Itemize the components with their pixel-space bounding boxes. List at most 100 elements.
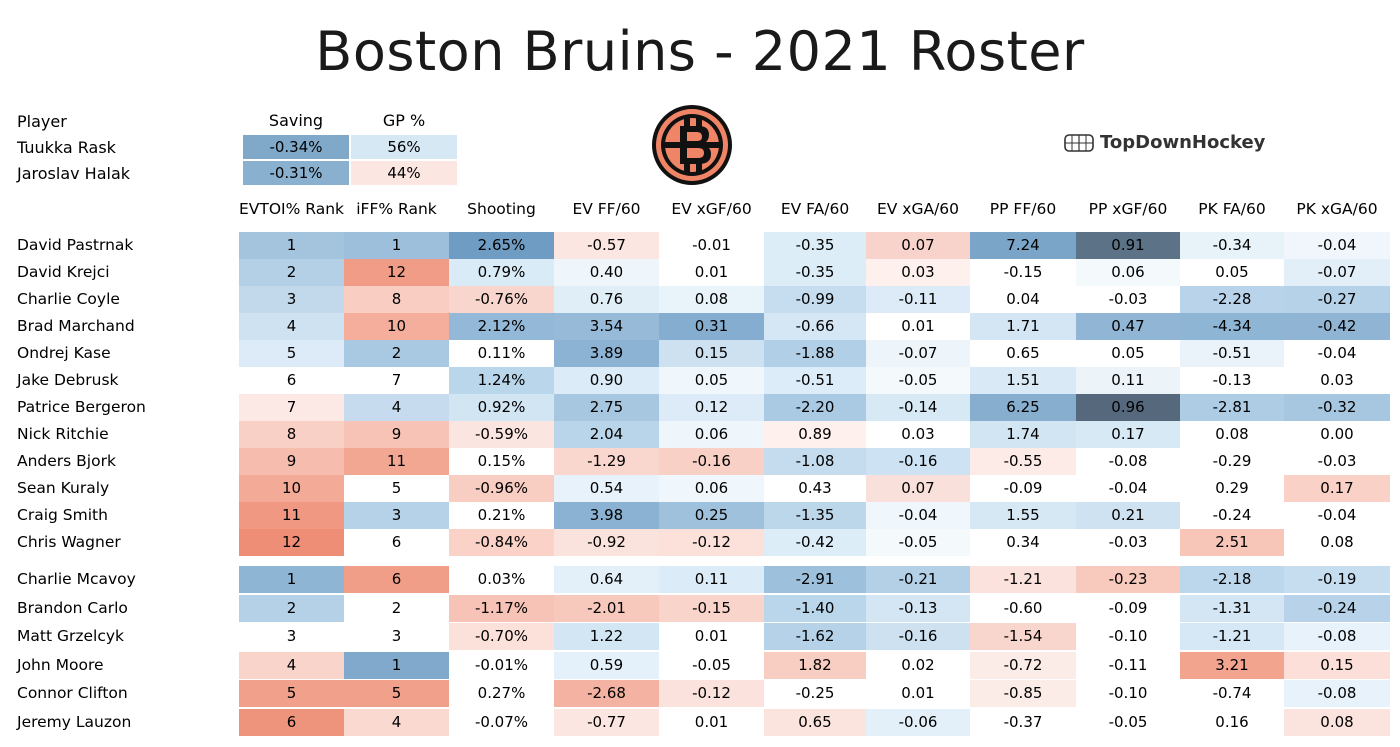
column-header: EV xGF/60 [671,200,752,218]
goalie-row: Tuukka Rask -0.34% 56% [12,134,459,160]
stat-cell: 0.43 [764,475,866,502]
stat-cell: 0.02 [866,651,970,679]
stat-cell: 3 [239,286,344,313]
stat-cell: -1.08 [764,448,866,475]
stat-cell: 0.01 [866,313,970,340]
stat-cell: 2.51 [1180,529,1284,556]
stat-cell: 1.51 [970,367,1076,394]
player-row: David Krejci 2 12 0.79% 0.40 0.01 -0.35 0.03 -0.… [0,259,1400,286]
bruins-logo-icon [652,105,732,185]
stat-cell: 0.47 [1076,313,1180,340]
stat-cell: 3 [344,502,449,529]
goalie-header-gp: GP % [382,111,426,130]
player-row: Matt Grzelcyk 3 3 -0.70% 1.22 0.01 -1.62 -0.16-… [0,623,1400,651]
goalie-saving-cell: -0.31% [243,161,349,185]
stat-cell: 0.11% [449,340,554,367]
stat-cell: -0.12 [659,680,764,708]
stat-cell: 4 [344,394,449,421]
stat-cell: 0.03 [866,259,970,286]
player-name: Jeremy Lauzon [17,713,132,731]
column-header: PK xGA/60 [1296,200,1378,218]
stat-cell: -0.04 [866,502,970,529]
stat-cell: 0.12 [659,394,764,421]
stat-cell: -0.09 [1076,594,1180,622]
column-header: EVTOI% Rank [238,200,345,218]
goalie-gp-cell: 44% [351,161,457,185]
goalie-header-saving: Saving [268,111,324,130]
stat-cell: -0.04 [1284,232,1390,259]
stat-cell: 10 [239,475,344,502]
stat-cell: -0.11 [866,286,970,313]
stat-cell: -0.09 [970,475,1076,502]
stat-cell: 0.17 [1284,475,1390,502]
stat-cell: -1.21 [1180,623,1284,651]
player-name: Brandon Carlo [17,598,128,617]
stat-cell: 0.31 [659,313,764,340]
stat-cell: -0.07 [1284,259,1390,286]
column-header: EV xGA/60 [876,200,960,218]
stat-cell: 0.01 [659,259,764,286]
stat-cell: 1 [344,232,449,259]
stat-cell: 0.21 [1076,502,1180,529]
stat-cell: -0.51 [1180,340,1284,367]
stat-cell: -0.99 [764,286,866,313]
stat-cell: -0.85 [970,680,1076,708]
stat-cell: -0.06 [866,709,970,736]
stat-cell: 0.16 [1180,709,1284,736]
stat-cell: -0.24 [1180,502,1284,529]
stat-cell: -0.16 [866,623,970,651]
stat-cell: -0.92 [554,529,659,556]
stat-cell: 0.96 [1076,394,1180,421]
column-header: PP FF/60 [989,200,1057,218]
stat-cell: -1.40 [764,594,866,622]
stat-cell: -1.21 [970,566,1076,593]
stat-cell: -0.10 [1076,623,1180,651]
goalie-gp-cell: 56% [351,135,457,159]
stat-cell: 1.55 [970,502,1076,529]
stat-cell: 2.12% [449,313,554,340]
player-name: Brad Marchand [17,317,135,335]
player-row: Connor Clifton 5 5 0.27% -2.68 -0.12 -0.25 0.01… [0,680,1400,708]
stat-cell: -0.03 [1284,448,1390,475]
stat-cell: 1.24% [449,367,554,394]
player-name: David Pastrnak [17,236,134,254]
column-header: EV FF/60 [572,200,641,218]
player-name: Patrice Bergeron [17,398,146,416]
stat-cell: 11 [239,502,344,529]
stat-cell: -1.17% [449,594,554,622]
stat-cell: 0.03 [1284,367,1390,394]
stat-cell: -1.88 [764,340,866,367]
stat-cell: -0.57 [554,232,659,259]
stat-cell: 0.90 [554,367,659,394]
stat-cell: 4 [344,709,449,736]
stat-cell: 7 [344,367,449,394]
player-name: Connor Clifton [17,684,128,703]
stat-cell: 1.74 [970,421,1076,448]
stat-cell: -0.13 [1180,367,1284,394]
stat-cell: 0.08 [659,286,764,313]
stat-cell: -0.16 [866,448,970,475]
stat-cell: 6 [344,529,449,556]
stat-cell: 3 [344,623,449,651]
stat-cell: -0.59% [449,421,554,448]
stat-cell: 0.15 [1284,651,1390,679]
player-name: John Moore [17,655,104,674]
player-row: Ondrej Kase 5 2 0.11% 3.89 0.15 -1.88 -0.07 0.65… [0,340,1400,367]
player-name: Sean Kuraly [17,479,110,497]
goalie-table: Player Saving GP % Tuukka Rask -0.34% 56% J… [12,108,459,186]
stat-cell: -0.14 [866,394,970,421]
stat-cell: 2.75 [554,394,659,421]
stat-cell: 0.07 [866,475,970,502]
stat-cell: -4.34 [1180,313,1284,340]
stat-cell: -2.68 [554,680,659,708]
stat-cell: 0.08 [1284,709,1390,736]
goalie-row: Jaroslav Halak -0.31% 44% [12,160,459,186]
stat-cell: 0.17 [1076,421,1180,448]
stat-cell: -0.96% [449,475,554,502]
stat-cell: 3 [239,623,344,651]
stat-cell: -0.84% [449,529,554,556]
column-header: EV FA/60 [780,200,850,218]
stat-cell: 1 [239,232,344,259]
column-header: iFF% Rank [356,200,437,218]
column-header: PP xGF/60 [1088,200,1168,218]
